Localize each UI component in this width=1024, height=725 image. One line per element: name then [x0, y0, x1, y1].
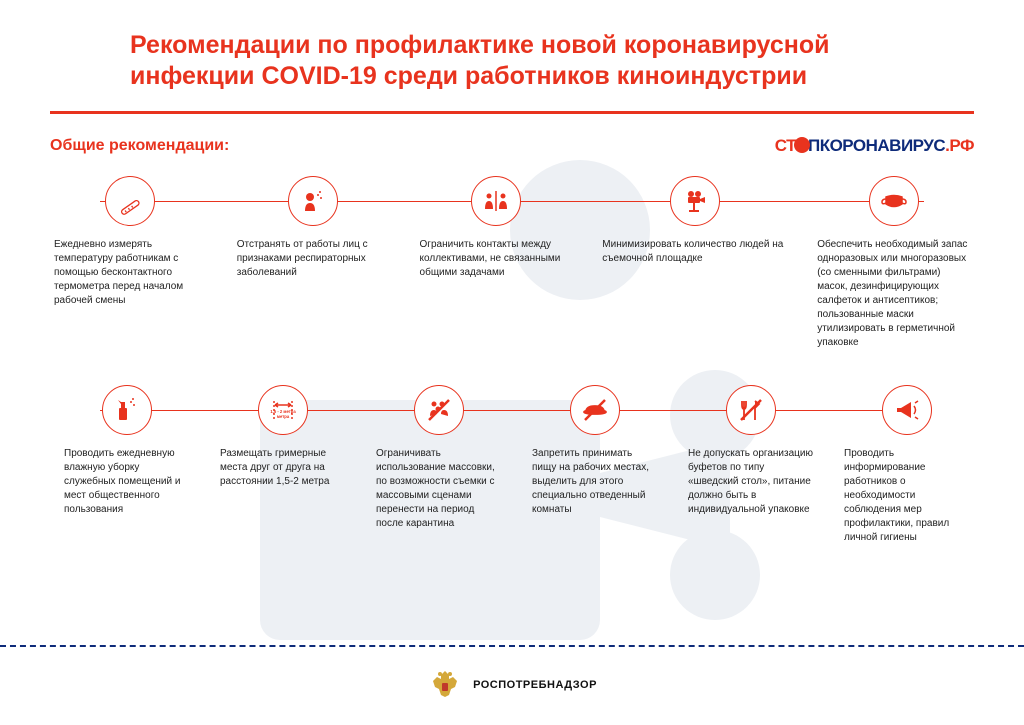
rec-item: Не допускать организацию буфетов по типу… — [684, 385, 818, 545]
rec-text: Ограничивать использование массовки, по … — [372, 447, 506, 531]
main-title: Рекомендации по профилактике новой корон… — [130, 30, 894, 93]
rec-item: Отстранять от работы лиц с признаками ре… — [233, 176, 394, 350]
no-crowd-icon — [414, 385, 464, 435]
eagle-emblem-icon — [427, 667, 463, 703]
virus-icon — [794, 137, 810, 153]
rec-item: Обеспечить необходимый запас одноразовых… — [813, 176, 974, 350]
rec-text: Минимизировать количество людей на съемо… — [598, 238, 791, 266]
spray-icon — [102, 385, 152, 435]
megaphone-icon — [882, 385, 932, 435]
rec-text: Размещать гримерные места друг от друга … — [216, 447, 350, 489]
thermometer-icon — [105, 176, 155, 226]
subtitle: Общие рекомендации: — [50, 137, 229, 155]
svg-text:метра: метра — [277, 414, 290, 419]
rec-text: Не допускать организацию буфетов по типу… — [684, 447, 818, 517]
title-divider — [50, 111, 974, 114]
rec-item: Ежедневно измерять температуру работника… — [50, 176, 211, 350]
rec-item: Ограничивать использование массовки, по … — [372, 385, 506, 545]
film-camera-icon — [670, 176, 720, 226]
rec-text: Ежедневно измерять температуру работника… — [50, 238, 211, 308]
rec-item: Минимизировать количество людей на съемо… — [598, 176, 791, 350]
mask-icon — [869, 176, 919, 226]
distance-icon: 1,5 - 2 метраметра — [258, 385, 308, 435]
stopcoronavirus-logo: СТПКОРОНАВИРУС.РФ — [775, 136, 974, 156]
recommendations-row-1: Ежедневно измерять температуру работника… — [50, 176, 974, 350]
rec-item: 1,5 - 2 метраметра Размещать гримерные м… — [216, 385, 350, 545]
rec-item: Запретить принимать пищу на рабочих мест… — [528, 385, 662, 545]
no-buffet-icon — [726, 385, 776, 435]
footer: РОСПОТРЕБНАДЗОР — [0, 667, 1024, 703]
rec-text: Запретить принимать пищу на рабочих мест… — [528, 447, 662, 517]
no-food-icon — [570, 385, 620, 435]
rec-text: Отстранять от работы лиц с признаками ре… — [233, 238, 394, 280]
rec-item: Ограничить контакты между коллективами, … — [416, 176, 577, 350]
rec-text: Проводить ежедневную влажную уборку служ… — [60, 447, 194, 517]
contact-limit-icon — [471, 176, 521, 226]
recommendations-row-2: Проводить ежедневную влажную уборку служ… — [50, 385, 974, 545]
footer-divider — [0, 645, 1024, 647]
footer-org-name: РОСПОТРЕБНАДЗОР — [473, 679, 597, 691]
rec-text: Проводить информирование работников о не… — [840, 447, 974, 545]
rec-text: Обеспечить необходимый запас одноразовых… — [813, 238, 974, 350]
rec-text: Ограничить контакты между коллективами, … — [416, 238, 577, 280]
rec-item: Проводить ежедневную влажную уборку служ… — [60, 385, 194, 545]
rec-item: Проводить информирование работников о не… — [840, 385, 974, 545]
sick-person-icon — [288, 176, 338, 226]
